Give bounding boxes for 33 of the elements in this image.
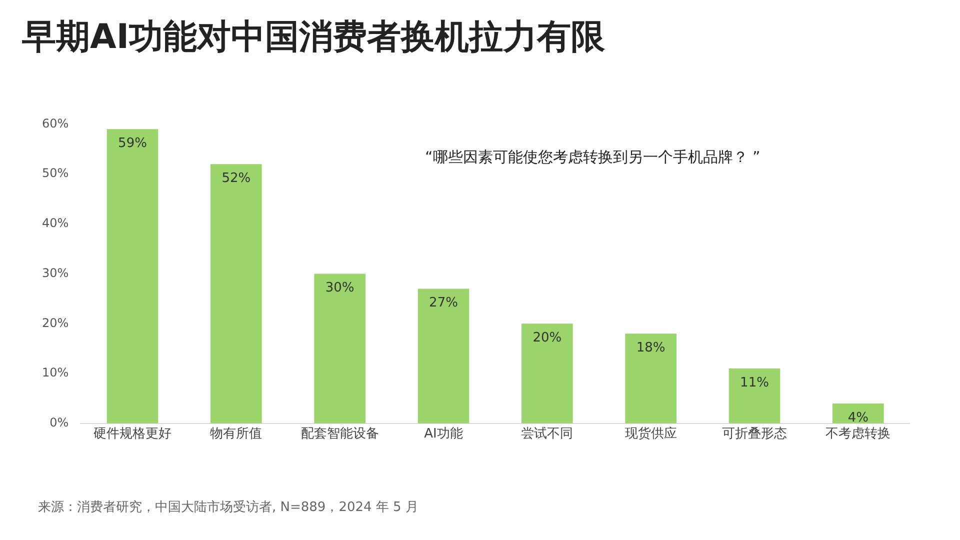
y-tick-label: 60%	[42, 116, 69, 130]
bar	[210, 164, 262, 424]
data-label: 27%	[429, 296, 458, 311]
chart-title: 早期AI功能对中国消费者换机拉力有限	[22, 16, 605, 59]
data-label: 18%	[636, 340, 666, 356]
y-tick-label: 50%	[42, 166, 69, 180]
annotation: “哪些因素可能使您考虑转换到另一个手机品牌？ ”	[425, 148, 760, 167]
x-tick-label: 现货供应	[624, 426, 677, 442]
x-tick-label: 尝试不同	[521, 426, 574, 442]
bar	[314, 274, 366, 424]
data-label: 59%	[118, 136, 147, 152]
source-note: 来源：消费者研究，中国大陆市场受访者, N=889，2024 年 5 月	[38, 499, 418, 516]
x-tick-label: 不考虑转换	[826, 426, 891, 442]
y-tick-label: 10%	[42, 366, 69, 380]
data-label: 52%	[222, 170, 251, 186]
bar	[106, 129, 158, 424]
bar	[728, 368, 780, 424]
bar	[625, 334, 676, 424]
bar	[522, 324, 573, 424]
bar	[418, 288, 470, 424]
x-tick-label: 硬件规格更好	[94, 426, 172, 442]
y-tick-label: 0%	[50, 416, 69, 430]
data-label: 20%	[532, 330, 562, 346]
data-label: 11%	[740, 375, 769, 390]
x-tick-label: 配套智能设备	[300, 426, 379, 442]
y-tick-label: 30%	[42, 266, 69, 280]
x-tick-label: 可折叠形态	[722, 426, 787, 442]
data-label: 4%	[848, 410, 868, 426]
data-label: 30%	[325, 280, 354, 296]
x-tick-label: AI功能	[424, 426, 463, 442]
y-tick-label: 40%	[42, 216, 69, 230]
y-tick-label: 20%	[42, 316, 69, 330]
x-tick-label: 物有所值	[210, 426, 262, 442]
